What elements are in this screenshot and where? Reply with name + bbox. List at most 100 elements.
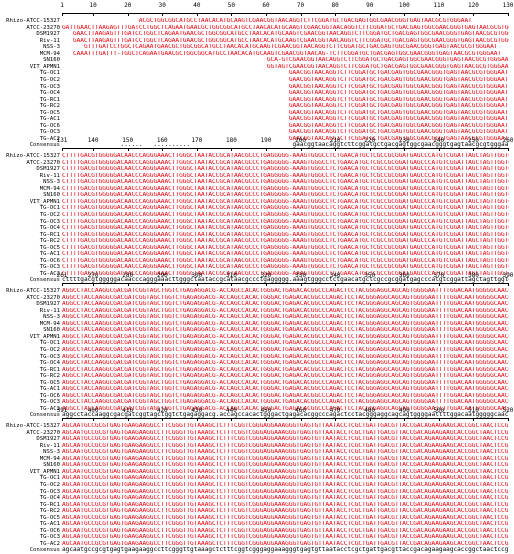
ruler-tick-label: 460 [295,407,306,414]
sequence-name: TG-OC1 [39,205,60,212]
ruler-tick-mark [162,283,164,286]
ruler-tick-label: 110 [433,2,445,9]
alignment-block: 391 400 410 420 430 440 450 460 470 480 490 500 510 5… [0,407,514,553]
sequence-name: SN160 [43,192,60,199]
aligned-sequence: CTTTTGACGTGGGGGACAACCCAGGGAAACTTGGGCTAAT… [62,159,509,166]
sequence-name: TG-OC1 [39,70,60,77]
ruler-tick-mark [162,148,164,151]
consensus-label: Consensus [29,412,60,419]
ruler-tick-mark [473,13,475,16]
sequence-name: MCM-94 [39,320,60,327]
ruler-tick-label: 470 [329,407,341,414]
sequence-name: TG-OC4 [39,90,60,97]
position-ruler: 1 10 20 30 40 50 60 70 80 90 100 110 120 130 [60,2,513,18]
sequence-name: TG-RC1 [39,96,60,103]
aligned-sequence: GATTGAACTTAAGAGTTTGATCCTGGCTCAGAATGAACGC… [62,24,509,31]
sequence-name: VIT_APMN1 [29,468,60,475]
sequence-name: TG-AC1 [39,251,60,258]
ruler-tick-mark [127,13,129,16]
sequence-name: TG-OC3 [39,129,60,136]
sequence-name: TG-OC6 [39,527,60,534]
sequence-name: DSM1927 [36,436,60,443]
sequence-name: ATCC-23270 [26,294,60,301]
aligned-sequence: CTTTTGACGTGGGGGACAACCCAGGGAAACTTGGGCTAAT… [62,231,509,238]
sequence-name: TG-OC2 [39,211,60,218]
ruler-tick-mark [404,283,406,286]
ruler-tick-mark [404,148,406,151]
ruler-tick-mark [369,148,371,151]
aligned-sequence: GAACGGTAACAGGTCTTCGGATGCTGACGAGTGGCGAACG… [62,96,509,103]
ruler-tick-label: 510 [468,407,479,414]
ruler-tick-label: 190 [260,137,272,144]
aligned-sequence: GAACGGTAACAGGTCTTCGGATGCTGACGAGTGGCGAACG… [62,116,509,123]
sequence-name: TG-OC3 [39,353,60,360]
sequence-name: VIT_APMN1 [29,63,60,70]
aligned-sequence: CTTTTGACGTGGGGGACAACCCAGGGAAACTTGGGCTAAT… [62,179,509,186]
ruler-tick-label: 340 [329,272,341,279]
ruler-tick-label: 440 [225,407,237,414]
ruler-tick-mark [127,148,129,151]
ruler-tick-label: 260 [502,137,514,144]
ruler-tick-label: 150 [122,137,134,144]
ruler-tick-label: 160 [156,137,168,144]
aligned-sequence: AGGCCTACCAAGGCGACGATCGGTAGCTGGTCTGAGAGGA… [62,314,509,321]
sequence-name: MCM-94 [39,50,60,57]
ruler-tick-label: 100 [398,2,410,9]
ruler-tick-label: 140 [87,137,99,144]
aligned-sequence: GAACGGTAACAGGTCTTCGGATGCTGACGAGTGGCGAACG… [62,122,509,129]
aligned-sequence: CTTTTGACGTGGGGGACAACCCAGGGAAACTTGGGCTAAT… [62,238,509,245]
aligned-sequence: AGCAATGCCGCGTGAGTGAAGAAGGCCTTCGGGTTGTAAA… [62,534,509,541]
ruler-tick-label: 391 [56,407,68,414]
alignment-block: 261 270 280 290 300 310 320 330 340 350 360 370 380 3… [0,272,514,418]
sequence-name: NSS-3 [43,449,60,456]
ruler-tick-label: 520 [502,407,514,414]
ruler-tick-mark [93,148,95,151]
ruler-tick-label: 1 [60,2,64,9]
aligned-sequence: GAACGGTAACAGGTCTTCGGATGCTGACGAGTGGCGAACG… [62,83,509,90]
sequence-name: TG-AC2 [39,270,60,277]
ruler-tick-label: 10 [89,2,97,9]
consensus-label: Consensus [29,142,60,149]
ruler-tick-label: 370 [433,272,445,279]
sequence-name: ATCC-23270 [26,24,60,31]
ruler-tick-mark [473,148,475,151]
consensus-sequence: cttttgacgtgggggacaacccagggaaacttgggctaat… [62,277,509,284]
aligned-sequence: GAACGGTAACAGGTCTTCGGATGCTGACGAGTGGCGAACG… [62,103,509,110]
ruler-tick-label: 80 [331,2,339,9]
aligned-sequence: GAACGGTAACAGGTCTTCGGATGCTGACGAGTGGCGAACG… [62,70,509,77]
ruler-tick-mark [335,148,337,151]
position-ruler: 391 400 410 420 430 440 450 460 470 480 490 500 510 5… [57,407,513,423]
ruler-tick-mark [300,418,302,421]
position-ruler: 261 270 280 290 300 310 320 330 340 350 360 370 380 3… [57,272,513,288]
aligned-sequence: ACGCTGGCGGCATGCCTAACACATGCAAGTCGAACGGTAA… [62,18,472,24]
sequence-name: DSM1927 [36,301,60,308]
ruler-tick-label: 170 [191,137,203,144]
sequence-name: ATCC-23270 [26,429,60,436]
sequence-name: TG-AC1 [39,521,60,528]
sequence-name: TG-OC5 [39,244,60,251]
aligned-sequence: AGGCCTACCAAGGCGACGATCGGTAGCTGGTCTGAGAGGA… [62,392,509,399]
ruler-tick-mark [265,148,267,151]
consensus-label: Consensus [29,277,60,284]
ruler-tick-label: 70 [296,2,305,9]
ruler-tick-mark [196,148,198,151]
sequence-name: TG-OC5 [39,379,60,386]
ruler-tick-mark [300,283,302,286]
aligned-sequence: CTTTTGACGTGGGGGACAACCCAGGGAAACTTGGGCTAAT… [62,198,509,205]
aligned-sequence: AGCAATGCCGCGTGAGTGAAGAAGGCCTTCGGGTTGTAAA… [62,527,509,534]
aligned-sequence: GTTTGATCCTGGCTCAGAATGAACGCTGGCGGCATGCCTA… [62,44,498,51]
sequence-name: TG-OC5 [39,109,60,116]
ruler-tick-mark [162,418,164,421]
sequence-name: Rhizo-ATCC-15327 [6,153,60,159]
aligned-sequence: GAACGGTAACAGGTCTTCGGATGCTGACGAGTGGCGAACG… [62,76,509,83]
aligned-sequence: AGCAATGCCGCGTGAGTGAAGAAGGCCTTCGGGTTGTAAA… [62,540,509,547]
sequence-name: TG-OC2 [39,76,60,83]
ruler-tick-label: 230 [398,137,410,144]
aligned-sequence: CTTTTGACGTGGGGGACAACCCAGGGAAACTTGGGCTAAT… [62,153,509,159]
ruler-tick-mark [473,418,475,421]
aligned-sequence: AGGCCTACCAAGGCGACGATCGGTAGCTGGTCTGAGAGGA… [62,366,509,373]
sequence-name: TG-OC6 [39,257,60,264]
aligned-sequence: AGGCCTACCAAGGCGACGATCGGTAGCTGGTCTGAGAGGA… [62,379,509,386]
ruler-tick-label: 500 [433,407,445,414]
aligned-sequence: AGGCCTACCAAGGCGACGATCGGTAGCTGGTCTGAGAGGA… [62,346,509,353]
